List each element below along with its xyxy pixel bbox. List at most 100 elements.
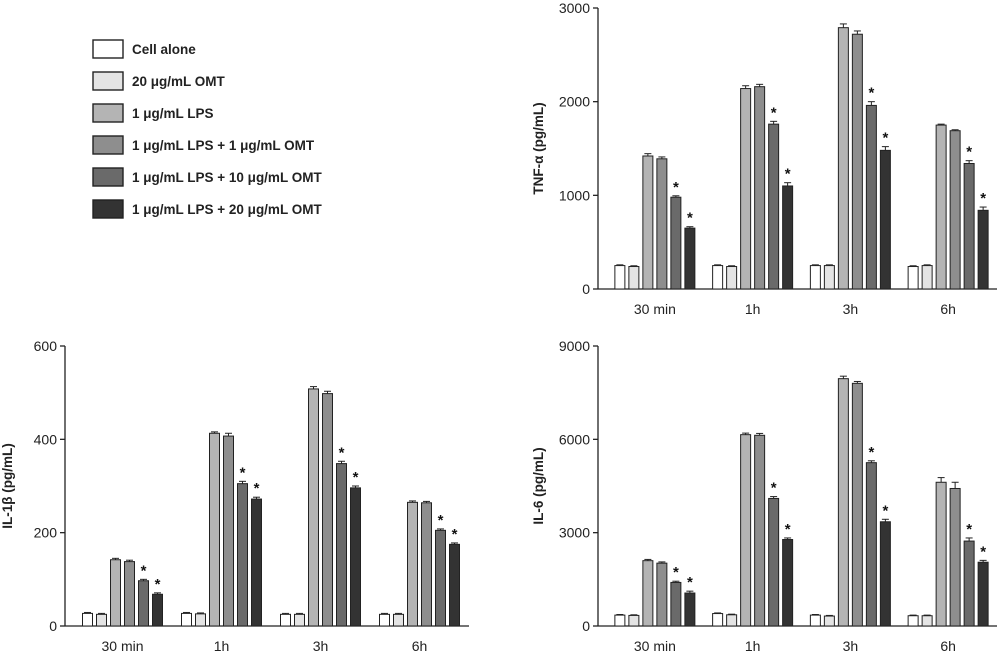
bar — [294, 613, 305, 627]
bar — [449, 543, 460, 627]
bar — [809, 265, 821, 290]
significance-star: * — [155, 576, 161, 593]
y-tick-label: 9000 — [559, 338, 590, 354]
x-tick-label: 6h — [940, 301, 956, 317]
bar — [96, 613, 107, 627]
significance-star: * — [240, 464, 246, 481]
significance-star: * — [785, 521, 791, 538]
bar — [935, 124, 947, 290]
x-tick-label: 3h — [843, 638, 859, 654]
bar — [851, 33, 863, 290]
bar — [308, 388, 319, 627]
bar — [152, 593, 163, 627]
bar — [435, 529, 446, 627]
legend-item: 1 μg/mL LPS + 1 μg/mL OMT — [92, 135, 315, 155]
bar — [407, 501, 418, 627]
significance-star: * — [868, 85, 874, 102]
legend-label: 1 μg/mL LPS — [132, 106, 214, 121]
bar — [280, 613, 291, 627]
significance-star: * — [438, 512, 444, 529]
legend-label: 1 μg/mL LPS + 10 μg/mL OMT — [132, 170, 322, 185]
legend-swatch — [92, 103, 124, 123]
x-tick-label: 1h — [745, 638, 761, 654]
bar — [949, 487, 961, 627]
bar — [350, 487, 361, 627]
y-tick-label: 6000 — [559, 431, 590, 447]
bar — [614, 614, 626, 627]
x-tick-label: 30 min — [101, 638, 143, 654]
x-tick-label: 6h — [940, 638, 956, 654]
y-tick-label: 0 — [49, 618, 57, 634]
bar — [754, 434, 766, 627]
bar — [768, 497, 780, 627]
significance-star: * — [673, 564, 679, 581]
bar — [393, 613, 404, 627]
y-tick-label: 3000 — [559, 0, 590, 16]
legend-swatch — [92, 39, 124, 59]
bar — [684, 592, 696, 627]
bar — [809, 614, 821, 627]
bar — [740, 88, 752, 290]
bar — [879, 521, 891, 627]
bar — [124, 561, 135, 627]
bar — [977, 561, 989, 627]
bar — [379, 613, 390, 627]
bar — [336, 463, 347, 627]
tnf-alpha-chart: 0 1000 2000 3000 TNF-α (pg/mL) * * 30 min * * 1h * *… — [531, 0, 997, 317]
significance-star: * — [254, 480, 260, 497]
significance-star: * — [882, 130, 888, 147]
significance-star: * — [882, 502, 888, 519]
bar — [726, 266, 738, 290]
significance-star: * — [980, 543, 986, 560]
bar — [963, 162, 975, 290]
y-tick-label: 2000 — [559, 94, 590, 110]
significance-star: * — [785, 166, 791, 183]
significance-star: * — [980, 190, 986, 207]
significance-star: * — [966, 144, 972, 161]
legend-label: 20 μg/mL OMT — [132, 74, 226, 89]
legend-label: Cell alone — [132, 42, 196, 57]
bar — [823, 265, 835, 290]
bar — [837, 27, 849, 290]
bar — [181, 612, 192, 627]
legend-swatch — [92, 199, 124, 219]
y-tick-label: 400 — [34, 431, 58, 447]
il-6-chart: 0 3000 6000 9000 IL-6 (pg/mL) * * 30 min * * 1h * * 3… — [531, 338, 997, 654]
bar — [754, 86, 766, 290]
legend-label: 1 μg/mL LPS + 1 μg/mL OMT — [132, 138, 315, 153]
legend-item: Cell alone — [92, 39, 196, 59]
bar — [82, 612, 93, 627]
bar — [712, 265, 724, 290]
bar — [907, 615, 919, 627]
bar — [837, 378, 849, 627]
significance-star: * — [771, 480, 777, 497]
legend-item: 20 μg/mL OMT — [92, 71, 226, 91]
bar — [195, 613, 206, 627]
bar — [642, 560, 654, 627]
significance-star: * — [771, 104, 777, 121]
bar — [138, 580, 149, 627]
il-1beta-chart: 0 200 400 600 IL-1β (pg/mL) * * 30 min * * 1h * * 3h *… — [0, 338, 469, 654]
bar — [768, 123, 780, 290]
significance-star: * — [339, 444, 345, 461]
significance-star: * — [966, 521, 972, 538]
bar — [251, 498, 262, 627]
x-tick-label: 30 min — [634, 638, 676, 654]
bar — [614, 265, 626, 290]
bar — [684, 227, 696, 290]
y-axis-title: IL-1β (pg/mL) — [0, 443, 15, 528]
bar — [656, 562, 668, 627]
bar — [865, 462, 877, 627]
bar — [237, 483, 248, 627]
bar — [921, 265, 933, 290]
y-tick-label: 600 — [34, 338, 58, 354]
y-tick-label: 0 — [582, 281, 590, 297]
significance-star: * — [687, 574, 693, 591]
significance-star: * — [868, 444, 874, 461]
bar — [879, 149, 891, 290]
legend-item: 1 μg/mL LPS — [92, 103, 214, 123]
y-tick-label: 200 — [34, 525, 58, 541]
x-tick-label: 3h — [843, 301, 859, 317]
y-tick-label: 3000 — [559, 525, 590, 541]
